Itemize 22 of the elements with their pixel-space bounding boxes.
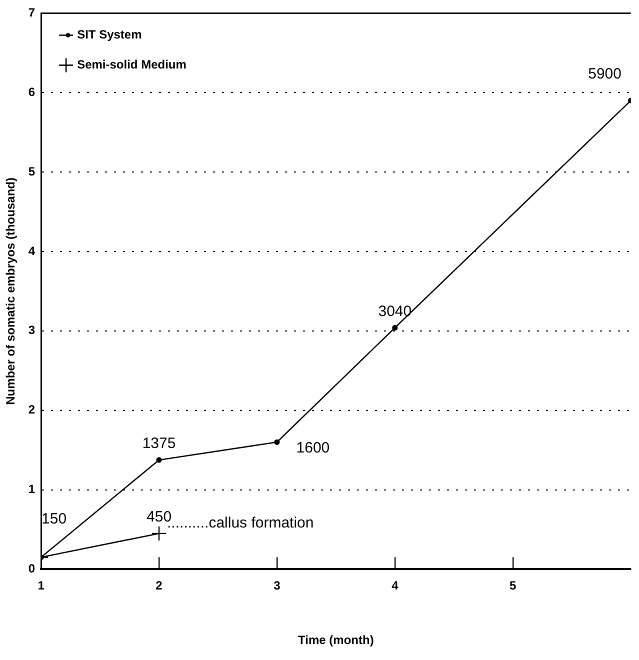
x-axis-title: Time (month) [298, 633, 374, 648]
annotation: 1600 [296, 439, 330, 456]
y-tick-label: 2 [28, 402, 36, 417]
y-tick-label: 5 [28, 164, 36, 178]
y-tick-label: 6 [28, 84, 36, 99]
y-tick-label: 1 [28, 482, 36, 496]
legend-label: SIT System [77, 28, 142, 42]
y-tick-label: 7 [28, 6, 36, 20]
y-tick-label: 0 [28, 562, 36, 576]
legend-label: Semi-solid Medium [77, 58, 186, 72]
annotation: 5900 [588, 66, 622, 83]
y-tick-label: 3 [28, 323, 36, 338]
x-tick-label: 2 [156, 578, 163, 593]
y-axis-title: Number of somatic embryos (thousand) [4, 178, 18, 405]
x-tick-label: 4 [392, 578, 399, 593]
x-tick-label: 1 [38, 578, 45, 593]
x-tick-label: 5 [510, 578, 517, 593]
annotation: 1375 [142, 435, 176, 452]
y-tick-label: 4 [28, 244, 36, 258]
annotation: 150 [42, 510, 67, 528]
x-tick-label: 3 [274, 578, 281, 593]
annotation: 3040 [378, 302, 412, 320]
